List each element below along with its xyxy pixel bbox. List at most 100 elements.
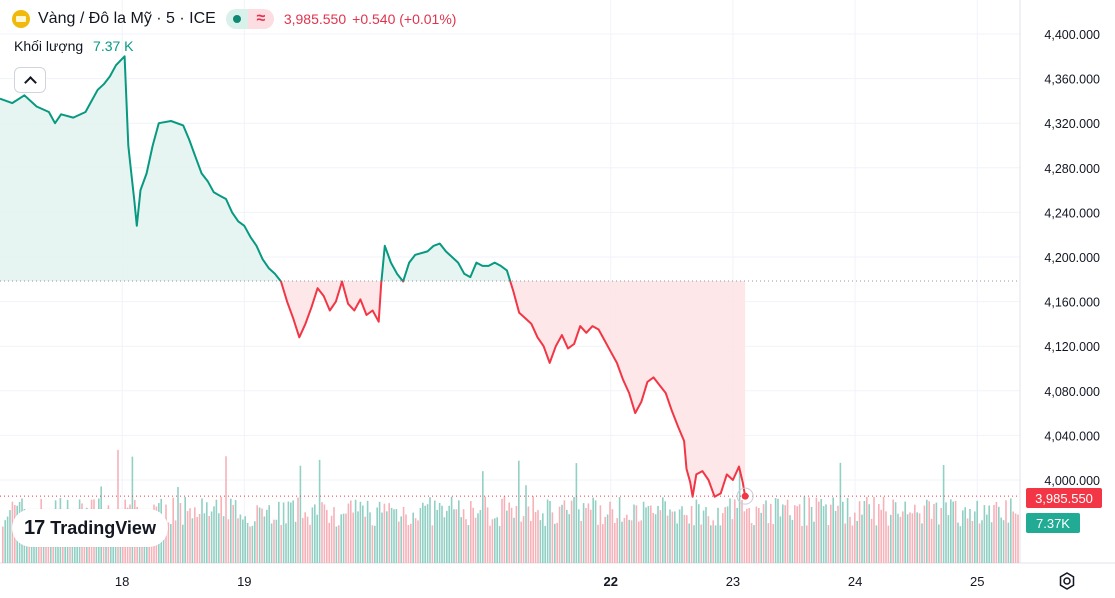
volume-bar bbox=[834, 510, 837, 563]
volume-bar bbox=[484, 496, 486, 563]
volume-bar bbox=[527, 506, 530, 563]
price-tick-label: 4,320.000 bbox=[1044, 117, 1100, 131]
volume-bar bbox=[978, 523, 981, 563]
volume-bar bbox=[554, 523, 556, 563]
price-point bbox=[60, 113, 62, 115]
volume-bar bbox=[201, 498, 203, 563]
volume-bar bbox=[424, 505, 426, 563]
price-tick-label: 4,200.000 bbox=[1044, 251, 1100, 265]
volume-bar bbox=[237, 518, 239, 563]
volume-bar bbox=[940, 508, 942, 563]
volume-bar bbox=[890, 514, 892, 563]
price-tick-label: 4,080.000 bbox=[1044, 385, 1100, 399]
price-point bbox=[91, 100, 93, 102]
volume-bar bbox=[477, 513, 479, 563]
volume-bar bbox=[870, 518, 873, 563]
volume-bar bbox=[724, 507, 726, 563]
volume-bar bbox=[726, 506, 729, 563]
volume-bar bbox=[959, 526, 962, 563]
volume-bar bbox=[1012, 511, 1014, 563]
volume-bar bbox=[386, 511, 388, 563]
volume-bar bbox=[983, 505, 986, 563]
volume-bar bbox=[954, 500, 957, 563]
price-point bbox=[524, 317, 526, 319]
volume-bar bbox=[995, 501, 998, 563]
price-point bbox=[365, 314, 368, 316]
volume-bar bbox=[650, 505, 652, 563]
volume-bar bbox=[741, 499, 743, 563]
price-point bbox=[335, 301, 337, 303]
volume-bar bbox=[450, 496, 453, 563]
volume-bar bbox=[491, 519, 494, 563]
area-above-baseline bbox=[0, 56, 511, 281]
volume-bar bbox=[618, 497, 621, 563]
volume-bar bbox=[767, 523, 770, 563]
volume-bar bbox=[503, 496, 506, 563]
price-point bbox=[274, 273, 276, 275]
volume-bar bbox=[414, 518, 417, 563]
volume-bar bbox=[623, 517, 626, 563]
price-point bbox=[659, 384, 661, 386]
volume-bar bbox=[621, 521, 623, 563]
volume-bar bbox=[923, 505, 926, 563]
symbol-title[interactable]: Vàng / Đô la Mỹ · 5 · ICE bbox=[38, 10, 216, 27]
volume-bar bbox=[520, 521, 522, 563]
price-point bbox=[689, 481, 691, 483]
price-point bbox=[280, 280, 282, 283]
volume-bar bbox=[678, 509, 681, 563]
volume-bar bbox=[364, 516, 366, 563]
price-point bbox=[243, 225, 245, 227]
volume-bar bbox=[268, 505, 270, 563]
volume-bar bbox=[974, 511, 976, 563]
price-point bbox=[200, 172, 203, 174]
volume-bar bbox=[861, 514, 863, 563]
volume-legend: Khối lượng 7.37 K bbox=[14, 38, 134, 54]
volume-bar bbox=[429, 497, 431, 563]
volume-bar bbox=[244, 516, 246, 563]
volume-bar bbox=[539, 520, 542, 563]
price-point bbox=[732, 479, 734, 481]
tradingview-logo[interactable]: 17 TradingView bbox=[12, 509, 168, 547]
volume-bar bbox=[786, 499, 789, 563]
volume-bar bbox=[239, 514, 242, 563]
volume-bar bbox=[585, 507, 587, 563]
volume-bar bbox=[875, 525, 878, 563]
market-status[interactable]: ≈ bbox=[225, 9, 274, 29]
volume-bar bbox=[638, 521, 640, 563]
volume-bar bbox=[525, 485, 527, 563]
volume-bar bbox=[1017, 514, 1019, 563]
volume-bar bbox=[347, 503, 350, 563]
settings-gear-icon[interactable] bbox=[1058, 572, 1076, 590]
last-price-tag: 3,985.550 bbox=[1026, 488, 1102, 508]
price-point bbox=[249, 236, 252, 238]
volume-bar bbox=[225, 456, 227, 563]
volume-bar bbox=[263, 516, 266, 563]
volume-bar bbox=[933, 503, 935, 563]
collapse-legend-button[interactable] bbox=[14, 67, 46, 93]
volume-bar bbox=[460, 517, 462, 563]
price-point bbox=[384, 245, 386, 247]
volume-bar bbox=[676, 523, 678, 563]
price-point bbox=[518, 312, 520, 314]
price-point bbox=[426, 250, 429, 253]
volume-bar bbox=[990, 522, 993, 563]
price-point bbox=[439, 243, 441, 245]
volume-bar bbox=[182, 524, 184, 563]
volume-bar bbox=[345, 513, 347, 563]
volume-bar bbox=[993, 504, 995, 563]
volume-bar bbox=[366, 500, 369, 563]
volume-bar bbox=[738, 463, 741, 563]
price-point bbox=[634, 412, 636, 414]
volume-bar bbox=[287, 501, 290, 563]
volume-bar bbox=[765, 500, 767, 563]
price-point bbox=[380, 284, 382, 286]
price-tick-label: 4,360.000 bbox=[1044, 73, 1100, 87]
volume-bar bbox=[486, 507, 489, 563]
volume-bar bbox=[892, 499, 894, 563]
price-point bbox=[136, 225, 138, 227]
price-point bbox=[500, 265, 502, 267]
volume-bar bbox=[945, 502, 947, 563]
volume-bar bbox=[522, 516, 525, 563]
price-point bbox=[48, 111, 50, 113]
